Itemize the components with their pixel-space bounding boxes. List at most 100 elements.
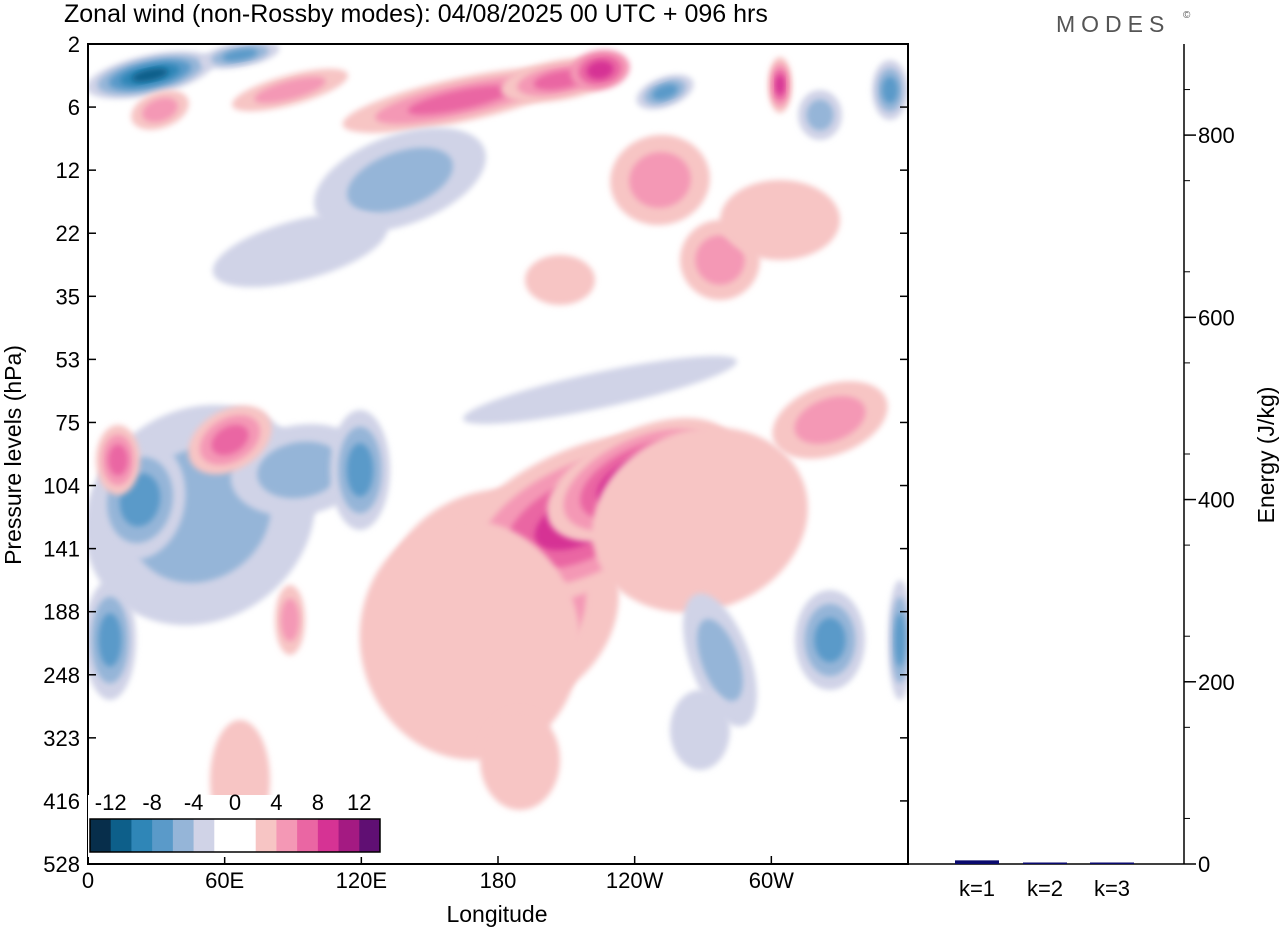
logo-copyright-mark: © (1183, 10, 1191, 21)
pressure-tick-label: 35 (56, 284, 80, 309)
pressure-tick-label: 141 (43, 537, 80, 562)
energy-tick-label: 200 (1198, 670, 1235, 695)
longitude-tick-label: 60W (749, 868, 794, 893)
wind-contour-blob (525, 255, 595, 305)
wind-contour-blob (882, 76, 898, 104)
pressure-tick-label: 75 (56, 410, 80, 435)
colorbar-frame (89, 818, 381, 853)
pressure-tick-label: 416 (43, 789, 80, 814)
longitude-tick-label: 60E (205, 868, 244, 893)
pressure-tick-label: 323 (43, 726, 80, 751)
bar-category-label: k=1 (959, 876, 995, 901)
wind-contour-blob (463, 355, 737, 425)
colorbar-swatch (317, 819, 340, 852)
longitude-tick-label: 180 (480, 868, 517, 893)
pressure-tick-label: 53 (56, 347, 80, 372)
colorbar-swatch (193, 819, 215, 852)
longitude-axis: 0 60E 120E 180 120W 60W (82, 856, 794, 893)
colorbar-label: -8 (142, 790, 162, 815)
energy-bar (1090, 862, 1134, 864)
energy-bars: k=1 k=2 k=3 (955, 860, 1134, 901)
colorbar-label: -12 (95, 790, 127, 815)
pressure-tick-label: 2 (68, 32, 80, 57)
colorbar-label: 8 (312, 790, 324, 815)
energy-tick-label: 800 (1198, 123, 1235, 148)
pressure-tick-label: 104 (43, 474, 80, 499)
colorbar-swatch (235, 819, 257, 852)
wind-contour-blob (211, 424, 249, 456)
energy-tick-label: 600 (1198, 305, 1235, 330)
wind-contour-blob (254, 76, 326, 104)
colorbar-swatches (90, 819, 381, 852)
colorbar-swatch (214, 819, 236, 852)
energy-bar (1023, 862, 1067, 864)
wind-contour-blob (794, 396, 866, 444)
colorbar-label: 0 (229, 790, 241, 815)
colorbar-label: -4 (184, 790, 204, 815)
pressure-tick-label: 188 (43, 600, 80, 625)
bar-category-label: k=3 (1094, 876, 1130, 901)
bar-category-label: k=2 (1027, 876, 1063, 901)
wind-contour-blob (586, 60, 614, 80)
wind-contours (88, 44, 908, 840)
wind-contour-blob (775, 75, 785, 95)
y-axis-label: Pressure levels (hPa) (0, 345, 26, 565)
colorbar: -12 -8 -4 0 4 8 12 (88, 790, 383, 857)
pressure-tick-label: 12 (56, 158, 80, 183)
colorbar-swatch (255, 819, 277, 852)
pressure-tick-label: 6 (68, 95, 80, 120)
wind-contour-blob (280, 598, 300, 642)
energy-axis-label: Energy (J/kg) (1253, 387, 1279, 524)
wind-contour-blob (629, 152, 691, 208)
pressure-tick-label: 248 (43, 663, 80, 688)
energy-axis: 0 200 400 600 800 (1184, 89, 1235, 877)
wind-contour-blob (108, 444, 128, 476)
wind-contour-blob (359, 520, 581, 760)
wind-contour-blob (814, 617, 846, 663)
colorbar-label: 12 (347, 790, 371, 815)
longitude-tick-label: 120E (336, 868, 387, 893)
wind-contour-blob (222, 48, 258, 62)
colorbar-swatch (152, 819, 174, 852)
wind-contour-blob (131, 68, 169, 82)
wind-contour-blob (98, 613, 122, 667)
wind-contour-blob (697, 619, 743, 701)
wind-contour-blob (592, 427, 808, 613)
wind-contour-blob (695, 235, 745, 285)
colorbar-swatch (172, 819, 195, 852)
wind-contour-blob (142, 97, 178, 123)
wind-contour-blob (720, 180, 840, 260)
colorbar-swatch (338, 819, 360, 852)
wind-contour-blob (806, 99, 834, 131)
wind-contour-blob (257, 441, 343, 499)
colorbar-swatch (110, 819, 132, 852)
wind-contour-blob (652, 84, 678, 100)
colorbar-swatch (359, 819, 381, 852)
colorbar-swatch (90, 819, 112, 852)
wind-contour-blob (407, 85, 513, 115)
zonal-wind-heatmap (87, 43, 909, 865)
energy-tick-label: 400 (1198, 488, 1235, 513)
modes-logo: MODES (1056, 11, 1170, 37)
wind-contour-blob (670, 690, 730, 770)
longitude-tick-label: 120W (606, 868, 664, 893)
wind-contour-blob (346, 443, 374, 497)
colorbar-labels: -12 -8 -4 0 4 8 12 (95, 790, 372, 815)
colorbar-swatch (276, 819, 298, 852)
wind-contour-blob (480, 710, 560, 810)
wind-contour-blob (347, 147, 453, 213)
energy-tick-label: 0 (1198, 852, 1210, 877)
wind-contour-blob (894, 613, 906, 667)
colorbar-swatch (297, 819, 319, 852)
energy-bar (955, 860, 999, 864)
chart-title: Zonal wind (non-Rossby modes): 04/08/202… (64, 0, 768, 28)
colorbar-swatch (131, 819, 153, 852)
pressure-axis: 2 6 12 22 35 53 75 104 141 188 248 323 416 528 (43, 32, 908, 877)
x-axis-label: Longitude (446, 901, 547, 927)
energy-bar-chart: k=1 k=2 k=3 0 200 400 600 800 Energy (J/kg) (908, 44, 1279, 901)
wind-contour-blob (212, 212, 388, 288)
colorbar-label: 4 (270, 790, 282, 815)
pressure-tick-label: 22 (56, 221, 80, 246)
pressure-tick-label: 528 (43, 852, 80, 877)
